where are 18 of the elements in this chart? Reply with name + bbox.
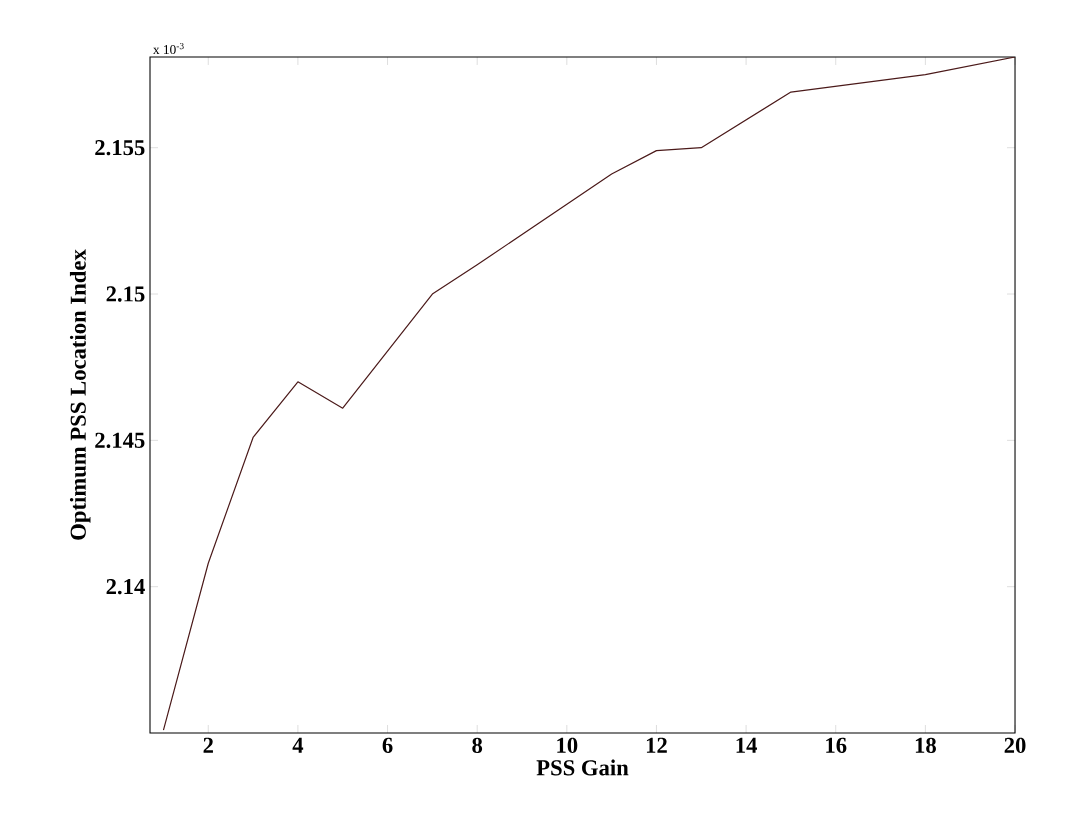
y-tick-label: 2.155 — [95, 140, 145, 156]
y-axis-title: Optimum PSS Location Index — [69, 249, 91, 540]
x-axis-title: PSS Gain — [536, 759, 629, 776]
x-tick-label: 10 — [557, 737, 578, 754]
x-tick-label: 6 — [382, 737, 393, 753]
line-series — [162, 56, 1016, 731]
x-tick-label: 4 — [292, 737, 304, 753]
x-tick-label: 20 — [1004, 737, 1026, 754]
x-tick-label: 18 — [915, 737, 936, 754]
y-tick-label: 2.15 — [106, 286, 145, 302]
y-tick-label: 2.14 — [106, 579, 145, 595]
x-tick-label: 8 — [472, 737, 483, 754]
x-tick-label: 14 — [736, 737, 758, 753]
x-tick-label: 2 — [203, 737, 213, 753]
x-tick-label: 12 — [646, 737, 667, 753]
x-tick-label: 16 — [826, 737, 847, 753]
y-tick-label: 2.145 — [95, 432, 145, 449]
text: x 10$^{-3}$ — [153, 42, 184, 55]
